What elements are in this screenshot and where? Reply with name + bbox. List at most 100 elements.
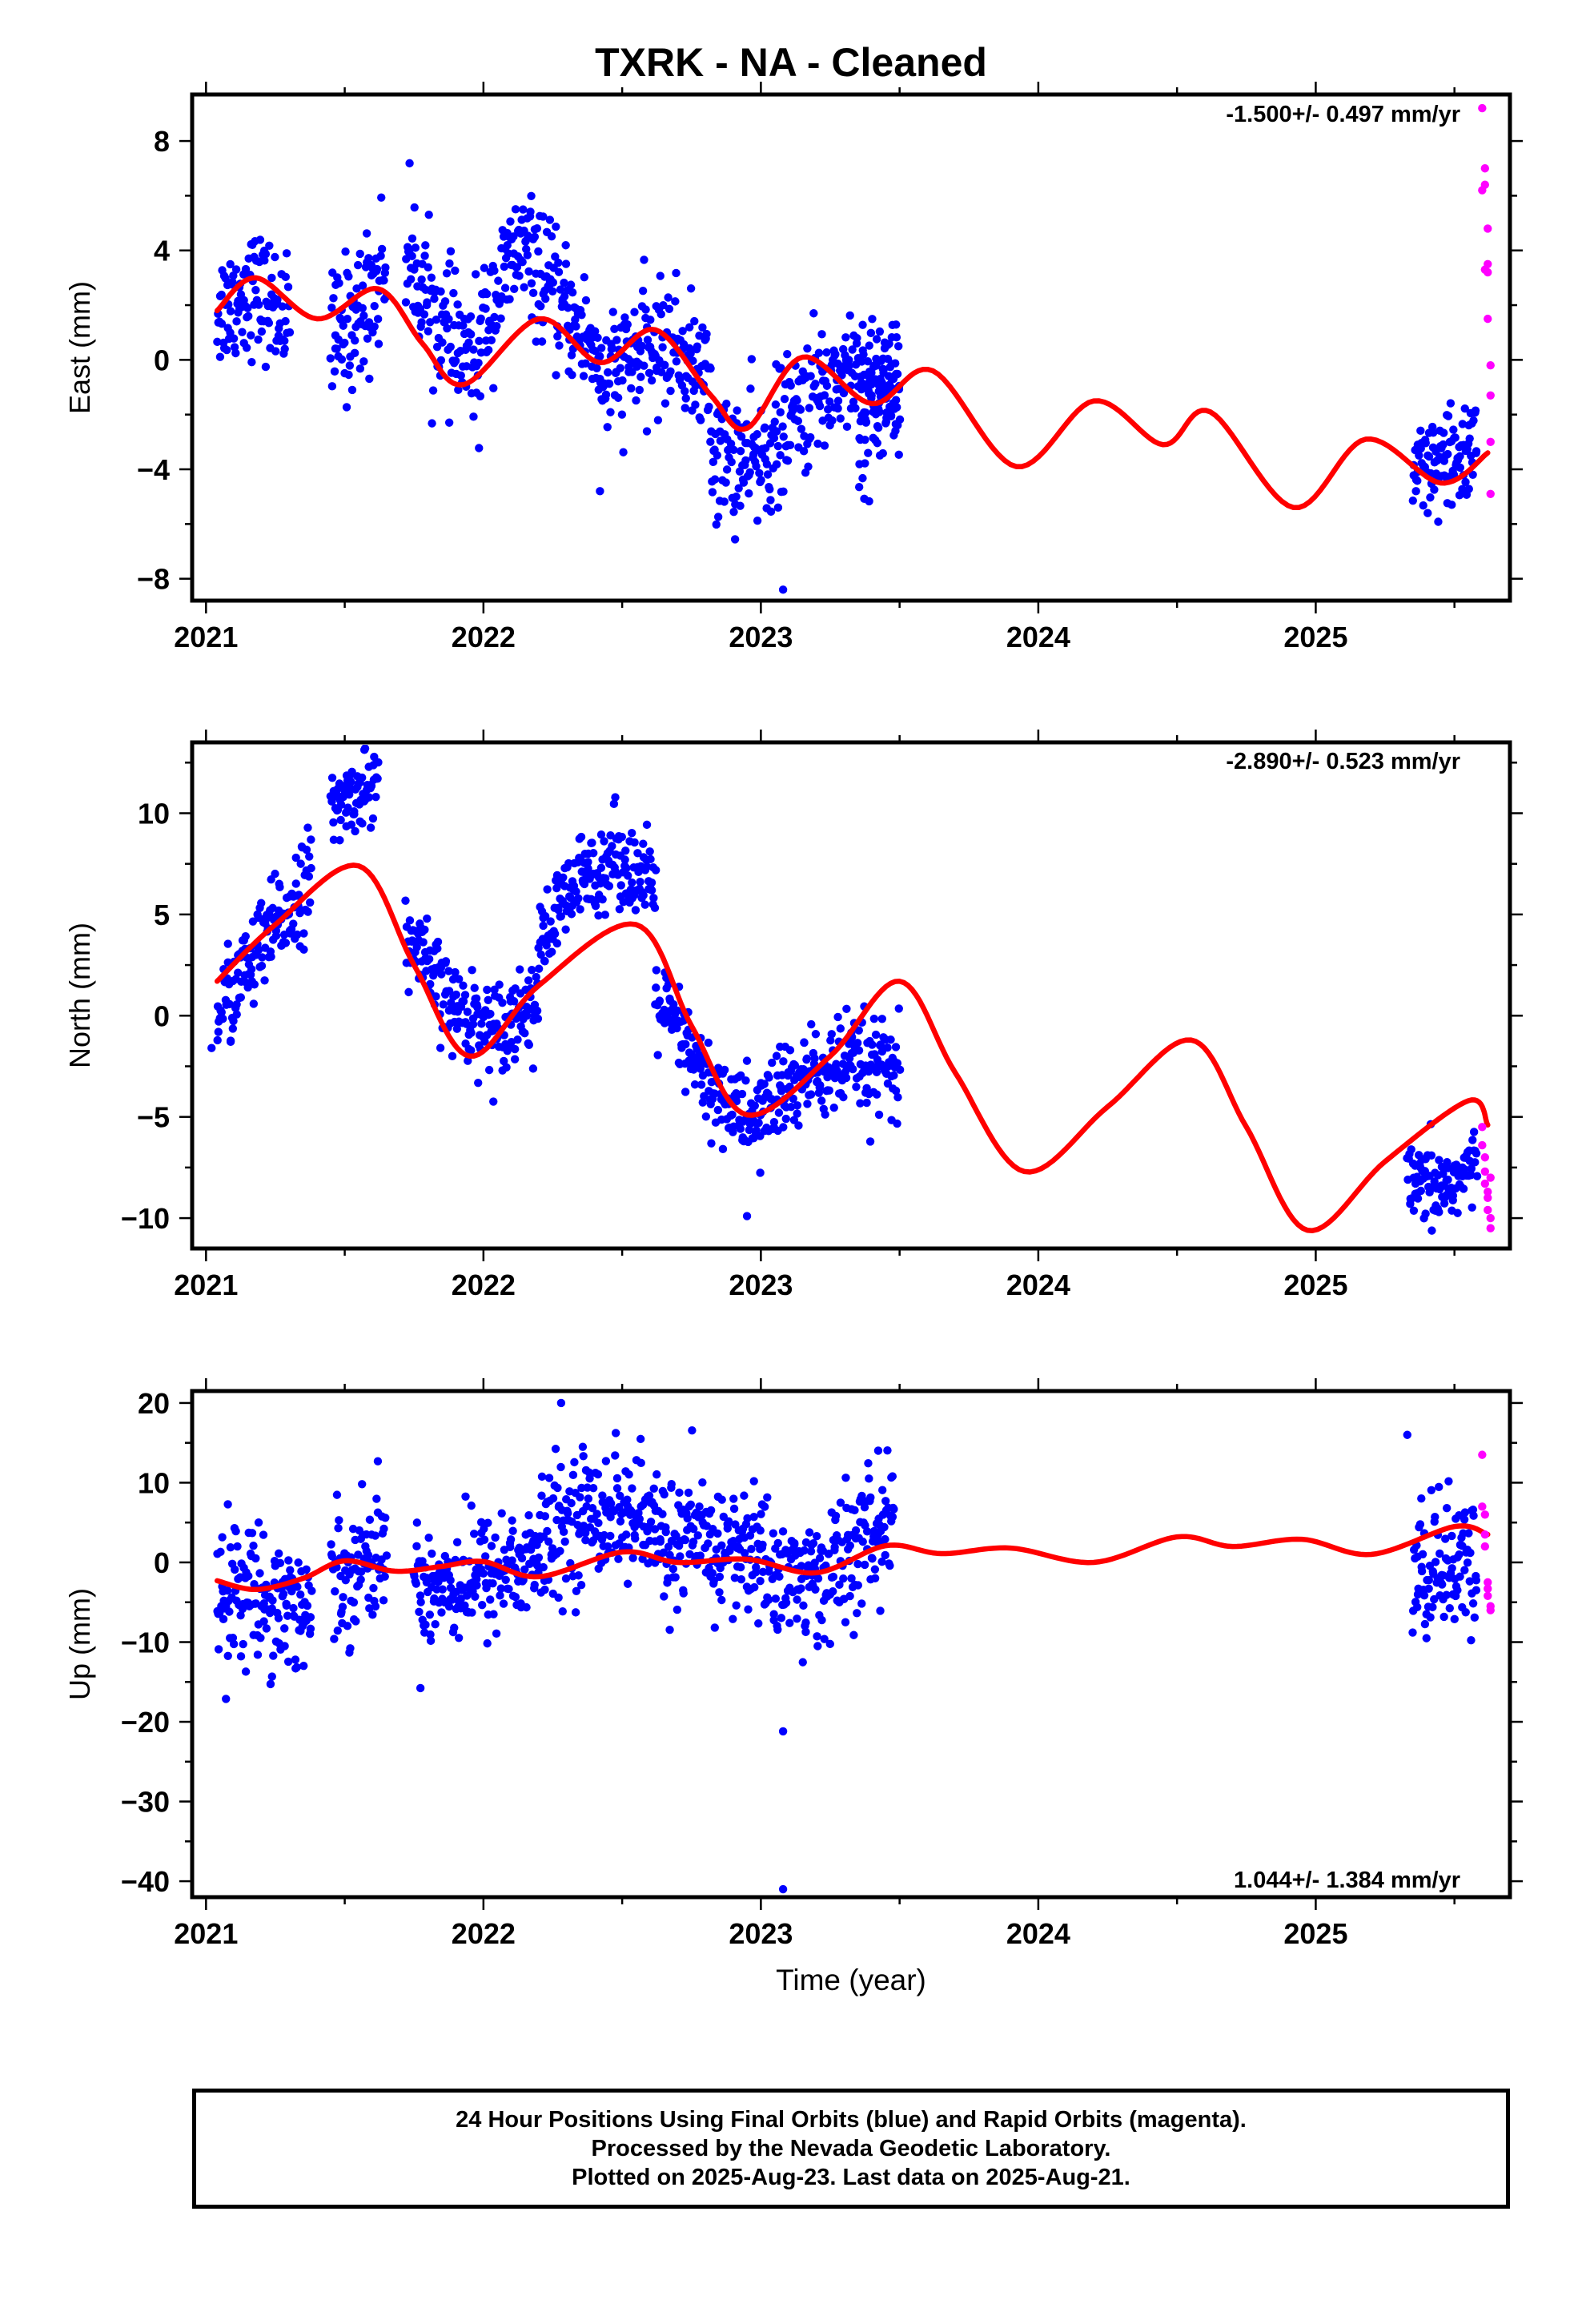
final-orbit-point (1403, 1430, 1411, 1439)
final-orbit-point (749, 450, 758, 459)
final-orbit-point (697, 1080, 706, 1089)
final-orbit-point (652, 1470, 661, 1479)
final-orbit-point (282, 249, 291, 258)
final-orbit-point (553, 332, 562, 341)
final-orbit-point (673, 1006, 682, 1015)
final-orbit-point (737, 432, 746, 441)
rapid-orbit-point (1480, 180, 1490, 189)
north-points (207, 745, 1495, 1235)
final-orbit-point (561, 241, 570, 250)
final-orbit-point (766, 507, 776, 517)
final-orbit-point (540, 956, 549, 966)
final-orbit-point (509, 232, 518, 241)
final-orbit-point (1468, 470, 1477, 479)
final-orbit-point (1441, 1534, 1450, 1543)
final-orbit-point (764, 1595, 773, 1604)
final-orbit-point (241, 1667, 251, 1676)
final-orbit-point (560, 278, 568, 287)
final-orbit-point (805, 404, 814, 412)
final-orbit-point (579, 1522, 588, 1530)
final-orbit-point (239, 1639, 247, 1649)
final-orbit-point (260, 256, 269, 265)
final-orbit-point (578, 1442, 588, 1451)
rapid-orbit-point (1484, 1591, 1492, 1600)
north-rate-label: -2.890+/- 0.523 mm/yr (1226, 749, 1460, 774)
final-orbit-point (864, 1067, 873, 1076)
final-orbit-point (453, 300, 462, 309)
x-tick-label: 2024 (1006, 1269, 1070, 1301)
final-orbit-point (669, 1564, 678, 1574)
final-orbit-point (875, 408, 884, 416)
final-orbit-point (628, 1484, 636, 1493)
final-orbit-point (509, 997, 519, 1006)
final-orbit-point (446, 247, 456, 256)
final-orbit-point (1453, 1586, 1462, 1594)
final-orbit-point (600, 1530, 608, 1540)
final-orbit-point (267, 1672, 276, 1681)
final-orbit-point (522, 1602, 531, 1612)
final-orbit-point (229, 1016, 238, 1026)
final-orbit-point (803, 1100, 812, 1108)
final-orbit-point (1472, 1576, 1481, 1585)
final-orbit-point (472, 994, 481, 1003)
final-orbit-point (412, 1518, 422, 1527)
final-orbit-point (344, 370, 353, 380)
final-orbit-point (416, 1591, 425, 1600)
final-orbit-point (483, 1638, 492, 1648)
final-orbit-point (274, 1614, 283, 1622)
final-orbit-point (364, 254, 373, 263)
final-orbit-point (712, 520, 721, 529)
final-orbit-point (552, 371, 560, 380)
final-orbit-point (771, 1594, 781, 1603)
final-orbit-point (487, 1542, 496, 1550)
final-orbit-point (217, 290, 226, 300)
final-orbit-point (250, 980, 259, 989)
final-orbit-point (642, 862, 652, 871)
final-orbit-point (1431, 1512, 1439, 1522)
final-orbit-point (373, 774, 382, 783)
final-orbit-point (1428, 1567, 1437, 1576)
final-orbit-point (544, 1537, 553, 1546)
final-orbit-point (861, 459, 869, 468)
final-orbit-point (698, 1478, 707, 1487)
final-orbit-point (444, 987, 454, 995)
final-orbit-point (878, 354, 888, 363)
final-orbit-point (450, 1623, 459, 1632)
final-orbit-point (765, 485, 774, 494)
y-tick-label: 10 (138, 1466, 170, 1499)
final-orbit-point (873, 1446, 883, 1455)
final-orbit-point (512, 263, 522, 271)
final-orbit-point (524, 1040, 534, 1049)
final-orbit-point (241, 264, 251, 274)
final-orbit-point (660, 1490, 669, 1499)
final-orbit-point (581, 1529, 590, 1538)
north-plot-border (190, 740, 1512, 1251)
final-orbit-point (229, 271, 238, 280)
final-orbit-point (408, 234, 417, 243)
final-orbit-point (815, 1554, 825, 1562)
final-orbit-point (1468, 1136, 1477, 1144)
final-orbit-point (854, 483, 864, 492)
final-orbit-point (811, 380, 820, 388)
final-orbit-point (749, 1513, 758, 1522)
final-orbit-point (816, 1080, 825, 1090)
final-orbit-point (548, 287, 557, 296)
final-orbit-point (729, 1504, 739, 1514)
final-orbit-point (813, 1574, 823, 1583)
final-orbit-point (580, 879, 589, 889)
final-orbit-point (588, 1504, 597, 1513)
final-orbit-point (1461, 477, 1470, 487)
final-orbit-point (1439, 428, 1448, 437)
final-orbit-point (861, 435, 869, 444)
final-orbit-point (658, 1510, 667, 1518)
final-orbit-point (660, 1592, 669, 1601)
final-orbit-point (639, 839, 648, 848)
final-orbit-point (1413, 476, 1422, 485)
final-orbit-point (776, 408, 785, 417)
final-orbit-point (742, 1056, 752, 1065)
final-orbit-point (1413, 1602, 1422, 1612)
final-orbit-point (708, 488, 717, 497)
final-orbit-point (584, 864, 592, 873)
final-orbit-point (545, 215, 555, 224)
final-orbit-point (1460, 1508, 1470, 1517)
